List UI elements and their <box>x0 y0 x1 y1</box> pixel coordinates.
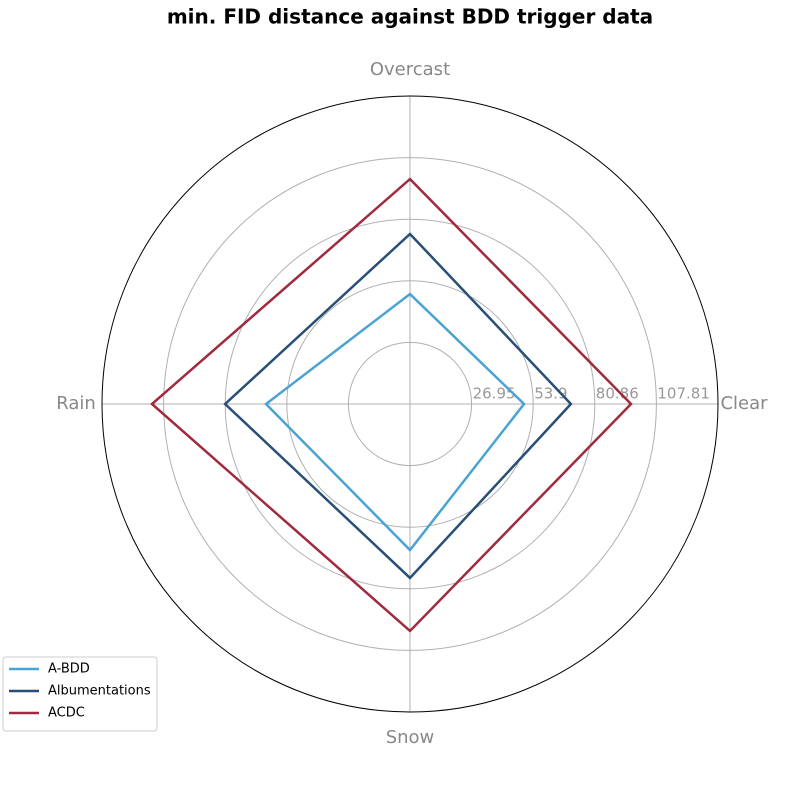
series-line <box>264 292 526 552</box>
series-line <box>150 177 633 633</box>
legend-box <box>2 656 158 732</box>
category-label: Rain <box>56 393 96 414</box>
frame <box>101 95 719 713</box>
category-label: Overcast <box>370 59 450 80</box>
legend-label: Albumentations <box>48 684 151 699</box>
legend-label: A-BDD <box>48 662 90 677</box>
category-label: Snow <box>386 727 435 748</box>
r-tick-label: 26.95 <box>473 385 516 403</box>
r-tick-label: 80.86 <box>596 385 639 403</box>
r-tick-label: 107.81 <box>657 385 710 403</box>
legend-label: ACDC <box>48 706 85 721</box>
series-line <box>223 232 573 580</box>
r-tick-label: 53.9 <box>534 385 567 403</box>
category-label: Clear <box>720 393 768 414</box>
chart-title: min. FID distance against BDD trigger da… <box>167 5 653 29</box>
